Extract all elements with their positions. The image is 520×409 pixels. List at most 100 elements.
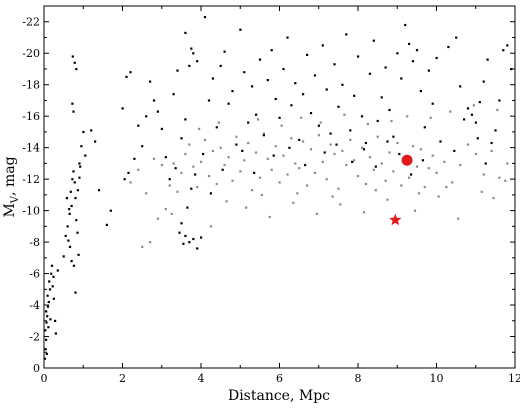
black-data-point xyxy=(180,222,183,225)
black-data-point xyxy=(203,16,207,19)
black-data-point xyxy=(304,164,307,167)
black-data-point xyxy=(227,102,230,105)
black-data-point xyxy=(174,167,177,170)
highlight-star-point xyxy=(389,213,402,226)
black-data-point xyxy=(125,75,128,78)
gray-data-point xyxy=(419,148,422,151)
black-data-point xyxy=(47,300,50,304)
highlight-circle-point xyxy=(401,154,413,166)
gray-data-point xyxy=(176,190,179,193)
gray-data-point xyxy=(445,186,448,189)
black-data-point xyxy=(431,102,434,105)
black-data-point xyxy=(258,58,262,61)
black-data-point xyxy=(178,231,181,234)
black-data-point xyxy=(67,239,70,242)
black-data-point xyxy=(141,145,144,148)
gray-data-point xyxy=(408,176,411,179)
gray-data-point xyxy=(504,179,507,182)
gray-data-point xyxy=(496,108,499,112)
black-data-point xyxy=(184,31,187,34)
gray-data-point xyxy=(172,162,175,165)
y-axis-title: MV, mag xyxy=(2,156,21,217)
black-data-point xyxy=(72,264,75,267)
black-data-point xyxy=(223,50,226,53)
black-data-point xyxy=(50,264,54,267)
black-data-point xyxy=(176,69,179,72)
black-data-point xyxy=(133,157,136,160)
black-data-point xyxy=(43,357,46,360)
black-data-point xyxy=(152,99,156,102)
black-data-point xyxy=(168,178,171,181)
black-data-point xyxy=(439,140,442,143)
gray-data-point xyxy=(207,175,211,178)
black-data-point xyxy=(349,129,352,132)
plot-frame xyxy=(43,5,516,369)
black-data-point xyxy=(357,55,360,58)
gray-data-point xyxy=(149,241,152,244)
gray-data-point xyxy=(209,225,212,228)
gray-data-point xyxy=(380,162,383,165)
black-data-point xyxy=(272,154,275,157)
gray-data-point xyxy=(274,145,277,148)
gray-data-point xyxy=(449,110,452,113)
y-tick-label: -16 xyxy=(22,110,40,123)
gray-data-point xyxy=(466,143,470,146)
black-data-point xyxy=(79,165,82,168)
black-data-point xyxy=(333,63,336,66)
black-data-point xyxy=(196,247,199,250)
gray-data-point xyxy=(217,121,220,124)
black-data-point xyxy=(380,96,383,99)
black-data-point xyxy=(410,173,413,176)
x-tick-label: 6 xyxy=(276,372,283,385)
black-data-point xyxy=(337,105,340,108)
gray-data-point xyxy=(219,146,222,149)
black-data-point xyxy=(262,134,265,137)
black-data-point xyxy=(372,39,375,42)
gray-data-point xyxy=(341,149,344,152)
black-data-point xyxy=(72,110,75,113)
black-data-point xyxy=(47,326,50,329)
black-data-point xyxy=(398,152,401,156)
y-axis-title-rest: , mag xyxy=(2,156,18,196)
black-data-point xyxy=(290,104,293,107)
x-tick-label: 2 xyxy=(119,372,126,385)
gray-data-point xyxy=(196,186,199,189)
gray-data-point xyxy=(170,212,173,215)
y-tick-label: -6 xyxy=(29,268,40,281)
gray-data-point xyxy=(188,143,191,146)
black-data-point xyxy=(72,170,75,173)
gray-data-point xyxy=(368,156,371,159)
black-data-point xyxy=(51,285,54,288)
black-data-point xyxy=(470,113,473,116)
black-data-point xyxy=(65,197,68,200)
black-data-point xyxy=(490,141,493,145)
highlight-markers xyxy=(389,154,413,226)
gray-data-point xyxy=(390,119,393,123)
gray-data-point xyxy=(292,201,295,204)
black-data-point xyxy=(207,99,211,102)
gray-data-point xyxy=(235,135,238,138)
black-data-point xyxy=(192,237,195,241)
black-data-point xyxy=(502,49,505,52)
y-axis-title-sub: V xyxy=(10,195,21,204)
black-data-point xyxy=(506,44,509,47)
gray-data-point xyxy=(227,156,230,159)
black-data-point xyxy=(137,124,140,127)
gray-data-point xyxy=(457,217,460,220)
y-tick-label: -20 xyxy=(22,47,40,60)
gray-data-point xyxy=(423,186,426,189)
gray-data-point xyxy=(474,152,477,156)
black-data-point xyxy=(45,338,48,341)
black-data-point xyxy=(70,204,73,208)
black-data-point xyxy=(190,187,193,190)
gray-data-point xyxy=(372,168,375,171)
black-data-point xyxy=(374,165,377,168)
gray-data-point xyxy=(160,164,163,167)
black-data-point xyxy=(188,64,191,67)
gray-data-point xyxy=(360,146,364,149)
gray-data-point xyxy=(306,184,309,187)
black-data-point xyxy=(498,99,501,102)
gray-data-point xyxy=(278,181,281,184)
gray-data-point xyxy=(343,113,346,116)
gray-data-point xyxy=(296,192,299,195)
